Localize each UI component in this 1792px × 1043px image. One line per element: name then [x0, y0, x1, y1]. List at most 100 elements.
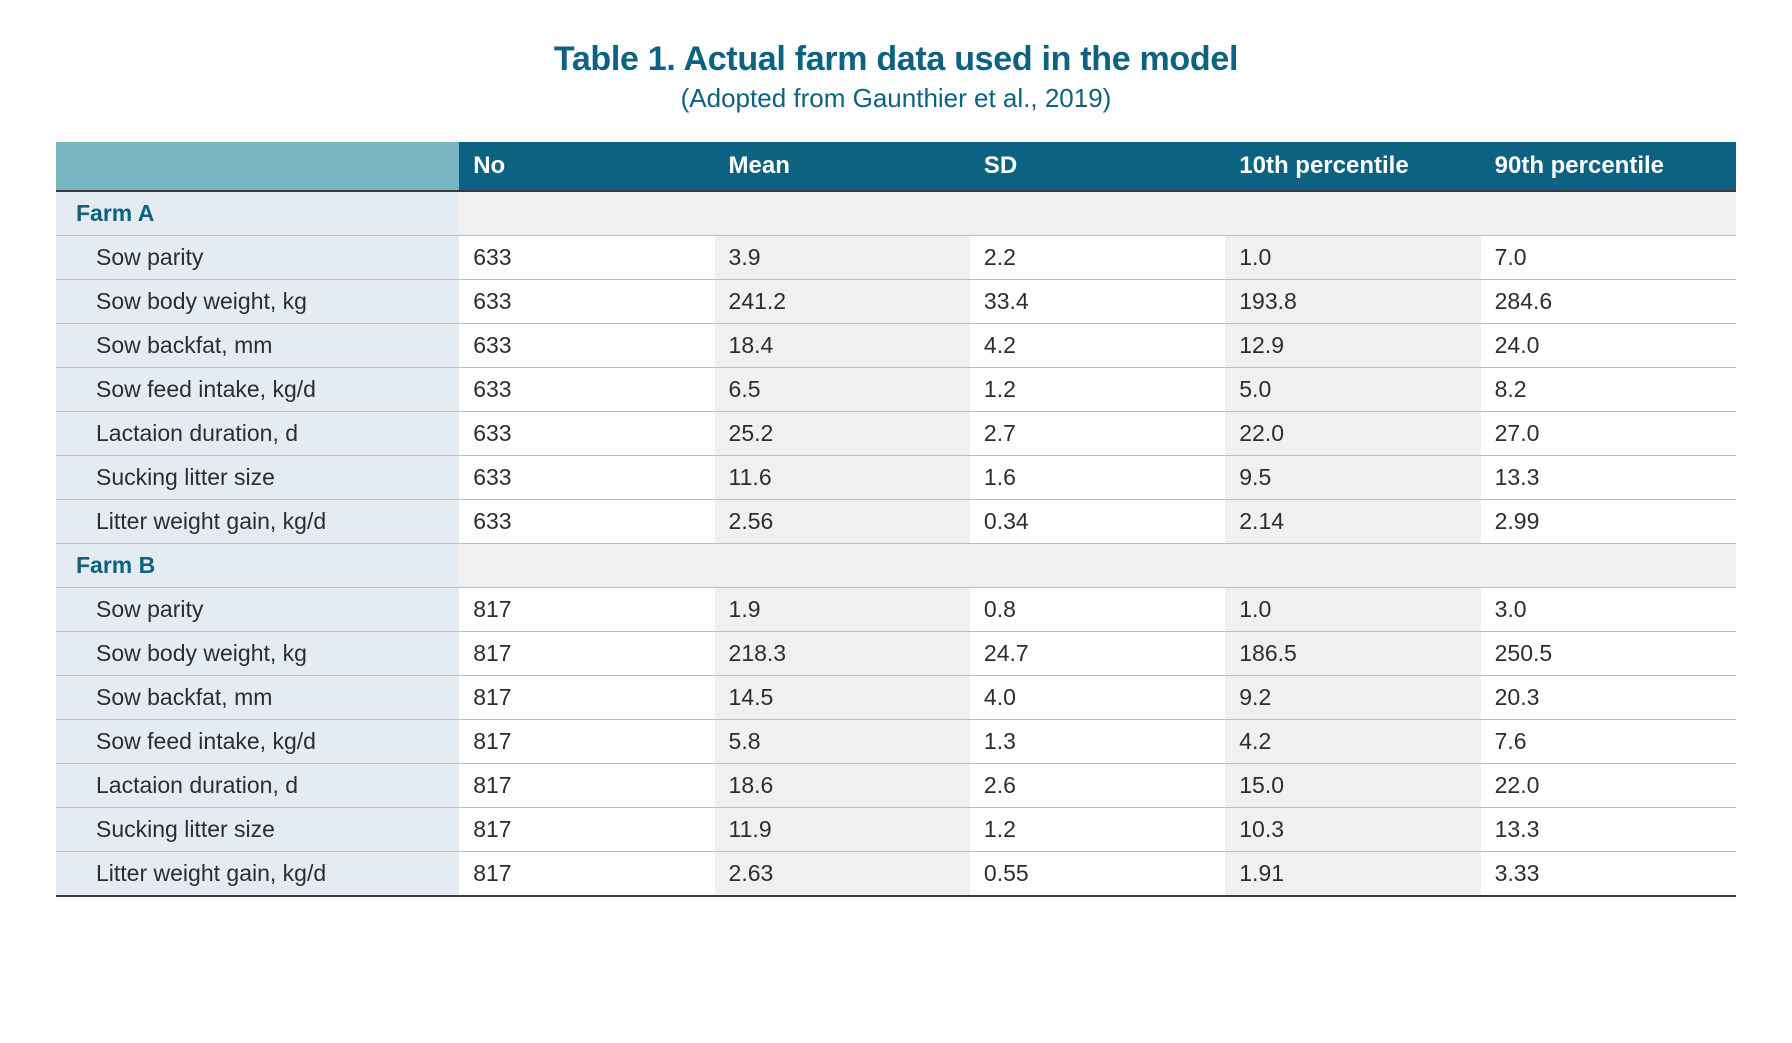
- data-cell: 284.6: [1481, 280, 1736, 324]
- col-header-blank: [56, 142, 459, 191]
- data-cell: 18.4: [715, 324, 970, 368]
- data-cell: 5.8: [715, 720, 970, 764]
- col-header-mean: Mean: [715, 142, 970, 191]
- data-cell: 10.3: [1225, 808, 1480, 852]
- table-row: Sow parity6333.92.21.07.0: [56, 236, 1736, 280]
- data-cell: 193.8: [1225, 280, 1480, 324]
- table-row: Sow feed intake, kg/d8175.81.34.27.6: [56, 720, 1736, 764]
- data-cell: 817: [459, 852, 714, 897]
- data-cell: 817: [459, 588, 714, 632]
- data-cell: 1.3: [970, 720, 1225, 764]
- table-subtitle: (Adopted from Gaunthier et al., 2019): [56, 83, 1736, 114]
- row-label: Sucking litter size: [56, 456, 459, 500]
- col-header-p90: 90th percentile: [1481, 142, 1736, 191]
- table-row: Litter weight gain, kg/d6332.560.342.142…: [56, 500, 1736, 544]
- data-cell: 9.5: [1225, 456, 1480, 500]
- data-cell: 22.0: [1481, 764, 1736, 808]
- section-empty-cell: [1481, 544, 1736, 588]
- section-empty-cell: [715, 191, 970, 236]
- data-cell: 13.3: [1481, 456, 1736, 500]
- data-cell: 18.6: [715, 764, 970, 808]
- data-cell: 817: [459, 720, 714, 764]
- data-cell: 11.6: [715, 456, 970, 500]
- table-row: Sucking litter size63311.61.69.513.3: [56, 456, 1736, 500]
- row-label: Sow body weight, kg: [56, 632, 459, 676]
- data-cell: 0.8: [970, 588, 1225, 632]
- section-label: Farm A: [56, 191, 459, 236]
- data-cell: 633: [459, 324, 714, 368]
- data-cell: 817: [459, 632, 714, 676]
- table-header: No Mean SD 10th percentile 90th percenti…: [56, 142, 1736, 191]
- table-row: Sow backfat, mm63318.44.212.924.0: [56, 324, 1736, 368]
- data-cell: 11.9: [715, 808, 970, 852]
- data-cell: 1.6: [970, 456, 1225, 500]
- row-label: Litter weight gain, kg/d: [56, 500, 459, 544]
- data-cell: 15.0: [1225, 764, 1480, 808]
- row-label: Sow body weight, kg: [56, 280, 459, 324]
- table-row: Sow feed intake, kg/d6336.51.25.08.2: [56, 368, 1736, 412]
- row-label: Sow parity: [56, 236, 459, 280]
- row-label: Sow feed intake, kg/d: [56, 368, 459, 412]
- data-cell: 24.7: [970, 632, 1225, 676]
- row-label: Sow feed intake, kg/d: [56, 720, 459, 764]
- data-cell: 817: [459, 676, 714, 720]
- data-cell: 8.2: [1481, 368, 1736, 412]
- data-cell: 250.5: [1481, 632, 1736, 676]
- section-empty-cell: [715, 544, 970, 588]
- row-label: Sow parity: [56, 588, 459, 632]
- table-row: Sow body weight, kg633241.233.4193.8284.…: [56, 280, 1736, 324]
- data-cell: 1.2: [970, 808, 1225, 852]
- section-row: Farm A: [56, 191, 1736, 236]
- data-cell: 186.5: [1225, 632, 1480, 676]
- section-empty-cell: [459, 191, 714, 236]
- data-cell: 14.5: [715, 676, 970, 720]
- data-cell: 0.34: [970, 500, 1225, 544]
- table-row: Sow body weight, kg817218.324.7186.5250.…: [56, 632, 1736, 676]
- row-label: Sow backfat, mm: [56, 324, 459, 368]
- data-cell: 2.14: [1225, 500, 1480, 544]
- data-cell: 0.55: [970, 852, 1225, 897]
- section-empty-cell: [1481, 191, 1736, 236]
- section-empty-cell: [1225, 544, 1480, 588]
- row-label: Litter weight gain, kg/d: [56, 852, 459, 897]
- data-cell: 2.63: [715, 852, 970, 897]
- section-empty-cell: [970, 544, 1225, 588]
- data-cell: 3.9: [715, 236, 970, 280]
- row-label: Lactaion duration, d: [56, 764, 459, 808]
- data-cell: 633: [459, 368, 714, 412]
- table-row: Sucking litter size81711.91.210.313.3: [56, 808, 1736, 852]
- data-table: No Mean SD 10th percentile 90th percenti…: [56, 142, 1736, 897]
- table-row: Litter weight gain, kg/d8172.630.551.913…: [56, 852, 1736, 897]
- data-cell: 6.5: [715, 368, 970, 412]
- data-cell: 241.2: [715, 280, 970, 324]
- col-header-sd: SD: [970, 142, 1225, 191]
- data-cell: 9.2: [1225, 676, 1480, 720]
- section-empty-cell: [1225, 191, 1480, 236]
- data-cell: 1.0: [1225, 236, 1480, 280]
- data-cell: 1.2: [970, 368, 1225, 412]
- data-cell: 2.2: [970, 236, 1225, 280]
- data-cell: 817: [459, 764, 714, 808]
- data-cell: 1.9: [715, 588, 970, 632]
- data-cell: 4.2: [1225, 720, 1480, 764]
- data-cell: 20.3: [1481, 676, 1736, 720]
- col-header-no: No: [459, 142, 714, 191]
- data-cell: 24.0: [1481, 324, 1736, 368]
- section-empty-cell: [459, 544, 714, 588]
- table-row: Lactaion duration, d81718.62.615.022.0: [56, 764, 1736, 808]
- row-label: Sucking litter size: [56, 808, 459, 852]
- section-label: Farm B: [56, 544, 459, 588]
- col-header-p10: 10th percentile: [1225, 142, 1480, 191]
- data-cell: 2.56: [715, 500, 970, 544]
- data-cell: 1.0: [1225, 588, 1480, 632]
- table-row: Sow backfat, mm81714.54.09.220.3: [56, 676, 1736, 720]
- data-cell: 633: [459, 280, 714, 324]
- data-cell: 4.2: [970, 324, 1225, 368]
- data-cell: 25.2: [715, 412, 970, 456]
- data-cell: 2.7: [970, 412, 1225, 456]
- data-cell: 27.0: [1481, 412, 1736, 456]
- section-empty-cell: [970, 191, 1225, 236]
- data-cell: 3.0: [1481, 588, 1736, 632]
- data-cell: 13.3: [1481, 808, 1736, 852]
- data-cell: 1.91: [1225, 852, 1480, 897]
